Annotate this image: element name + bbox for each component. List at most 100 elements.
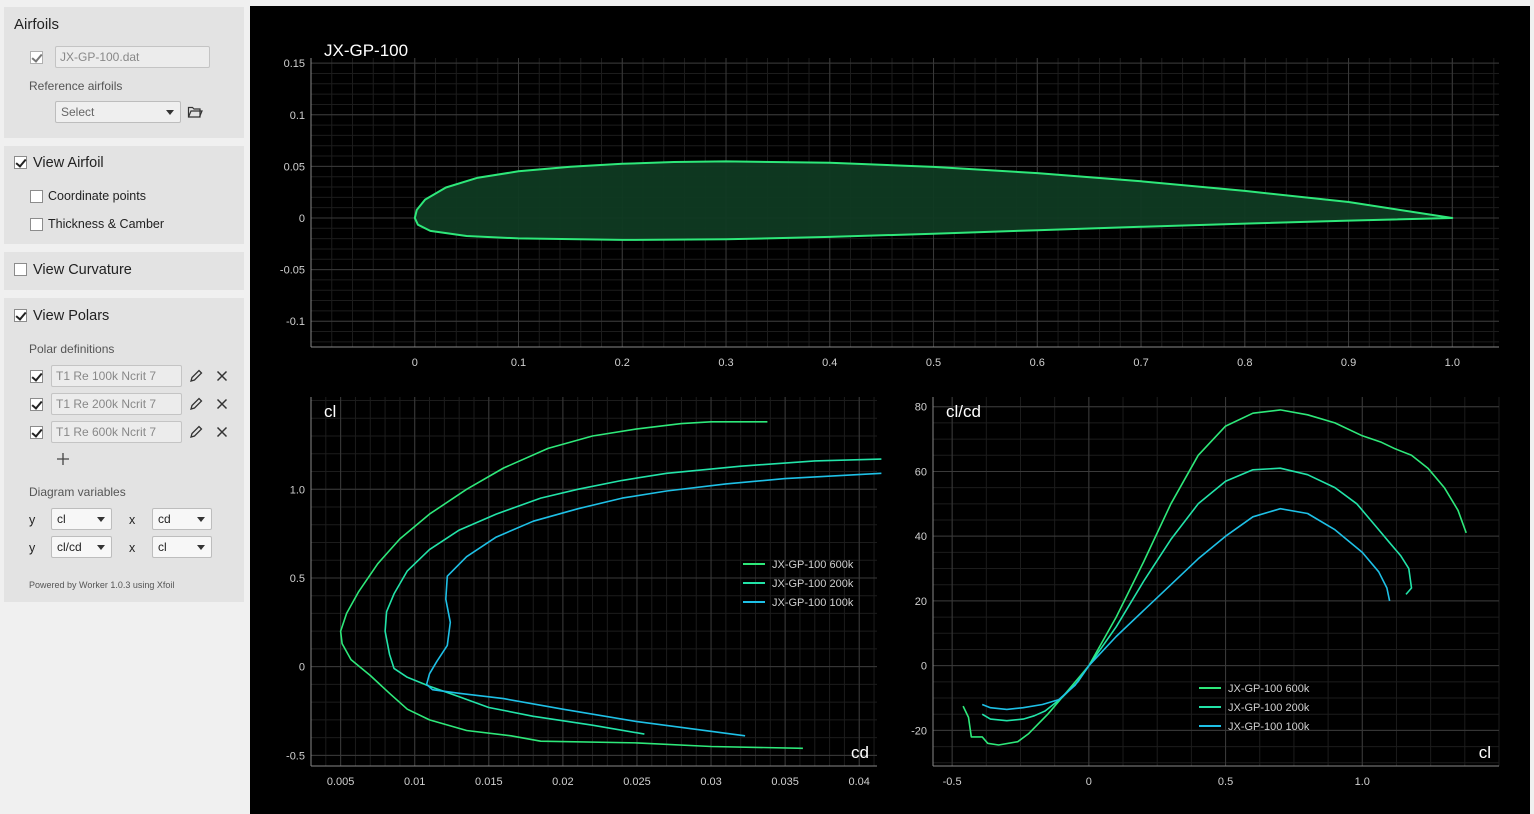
diagram2-y-select[interactable]: cl/cd	[51, 536, 112, 558]
y-tick-label: 0	[921, 661, 927, 673]
close-icon[interactable]	[214, 368, 230, 384]
view-polars-label: View Polars	[33, 308, 110, 324]
x-tick-label: 1.0	[1355, 776, 1370, 788]
chevron-down-icon	[166, 110, 174, 115]
chevron-down-icon	[197, 517, 205, 522]
polar-name-field[interactable]: T1 Re 100k Ncrit 7	[51, 365, 182, 387]
x-tick-label: 0.1	[511, 357, 526, 369]
y-tick-label: 80	[915, 402, 927, 414]
x-tick-label: 0.015	[475, 776, 503, 788]
y-tick-label: 1.0	[290, 484, 305, 496]
pencil-icon[interactable]	[188, 368, 204, 384]
series-line	[425, 472, 882, 737]
y-tick-label: 40	[915, 531, 927, 543]
chart-2: 0.005 0.01 0.015 0.02 0.025 0.03 0.035 0.04 -0.5…	[286, 397, 882, 788]
airfoil-outline	[413, 160, 1454, 241]
legend-label: JX-GP-100 200k	[772, 578, 854, 590]
view-curvature-panel: View Curvature	[4, 252, 244, 290]
airfoils-panel: Airfoils JX-GP-100.dat Reference airfoil…	[4, 7, 244, 138]
view-polars-checkbox[interactable]	[14, 309, 27, 322]
x-tick-label: 0.7	[1133, 357, 1148, 369]
polar-definitions-label: Polar definitions	[29, 342, 115, 356]
y-tick-label: 0	[299, 213, 305, 225]
diagram2-y-label: y	[29, 541, 36, 555]
diagram-canvas[interactable]: 0 0.1 0.2 0.3 0.4 0.5 0.6 0.7 0.8 0.9 1.0 -0.1 -0.05…	[250, 6, 1530, 814]
y-tick-label: 0.05	[284, 161, 305, 173]
powered-by-text: Powered by Worker 1.0.3 using Xfoil	[29, 580, 175, 590]
x-tick-label: 0	[1086, 776, 1092, 788]
y-tick-label: 0.15	[284, 58, 305, 70]
x-tick-label: 0.035	[771, 776, 799, 788]
x-tick-label: 0.9	[1341, 357, 1356, 369]
x-axis-label: cl	[1479, 743, 1491, 762]
y-tick-label: 0.1	[290, 110, 305, 122]
x-tick-label: 0.01	[404, 776, 425, 788]
view-curvature-label: View Curvature	[33, 262, 132, 278]
diagram1-x-select[interactable]: cd	[152, 508, 212, 530]
x-tick-label: 0.4	[822, 357, 837, 369]
series-line	[384, 458, 882, 735]
series-line	[981, 507, 1391, 711]
polar-name-field[interactable]: T1 Re 200k Ncrit 7	[51, 393, 182, 415]
y-tick-label: -20	[911, 725, 927, 737]
plus-icon[interactable]	[55, 451, 71, 467]
view-airfoil-panel: View Airfoil Coordinate points Thickness…	[4, 146, 244, 244]
legend: JX-GP-100 600k JX-GP-100 200k JX-GP-100 10…	[743, 559, 854, 609]
x-tick-label: 0.025	[623, 776, 651, 788]
airfoil-file-field[interactable]: JX-GP-100.dat	[55, 46, 210, 68]
y-tick-label: 0	[299, 662, 305, 674]
x-tick-label: 0.005	[327, 776, 355, 788]
polar-checkbox[interactable]	[30, 426, 43, 439]
x-tick-label: 0.3	[718, 357, 733, 369]
reference-airfoils-label: Reference airfoils	[29, 79, 123, 93]
x-tick-label: -0.5	[943, 776, 962, 788]
y-tick-label: 60	[915, 466, 927, 478]
polar-checkbox[interactable]	[30, 398, 43, 411]
diagram1-y-select[interactable]: cl	[51, 508, 112, 530]
diagram1-y-label: y	[29, 513, 36, 527]
view-curvature-checkbox[interactable]	[14, 263, 27, 276]
y-tick-label: -0.5	[286, 750, 305, 762]
thickness-camber-label: Thickness & Camber	[48, 217, 165, 231]
close-icon[interactable]	[214, 396, 230, 412]
pencil-icon[interactable]	[188, 424, 204, 440]
grid	[933, 397, 1500, 766]
coordinate-points-label: Coordinate points	[48, 189, 146, 203]
polar-name-field[interactable]: T1 Re 600k Ncrit 7	[51, 421, 182, 443]
pencil-icon[interactable]	[188, 396, 204, 412]
close-icon[interactable]	[214, 424, 230, 440]
x-tick-label: 0.8	[1237, 357, 1252, 369]
coordinate-points-checkbox[interactable]	[30, 190, 43, 203]
y-tick-label: 0.5	[290, 573, 305, 585]
diagram2-x-label: x	[129, 541, 136, 555]
diagram-area: 0 0.1 0.2 0.3 0.4 0.5 0.6 0.7 0.8 0.9 1.0 -0.1 -0.05…	[250, 6, 1530, 814]
reference-airfoils-select[interactable]: Select	[55, 101, 181, 123]
legend-label: JX-GP-100 100k	[772, 597, 854, 609]
chart-1: 0 0.1 0.2 0.3 0.4 0.5 0.6 0.7 0.8 0.9 1.0 -0.1 -0.05…	[280, 41, 1499, 369]
view-polars-panel: View Polars Polar definitions T1 Re 100k…	[4, 298, 244, 602]
diagram2-x-value: cl	[158, 540, 167, 554]
y-axis-label: cl/cd	[946, 402, 981, 421]
airfoil-file-checkbox[interactable]	[30, 51, 43, 64]
thickness-camber-checkbox[interactable]	[30, 218, 43, 231]
folder-open-icon[interactable]	[187, 104, 203, 120]
polar-checkbox[interactable]	[30, 370, 43, 383]
grid	[310, 397, 877, 766]
chevron-down-icon	[197, 545, 205, 550]
x-tick-label: 0.5	[1218, 776, 1233, 788]
view-airfoil-label: View Airfoil	[33, 155, 104, 171]
x-tick-label: 0.5	[926, 357, 941, 369]
chart-3: -0.5 0 0.5 1.0 -20 0 20 40 60 80 cl/cd cl JX-GP-100 …	[911, 397, 1500, 788]
y-tick-label: 20	[915, 596, 927, 608]
series-line	[981, 467, 1413, 722]
series-line	[339, 420, 803, 750]
diagram1-y-value: cl	[57, 512, 66, 526]
view-airfoil-checkbox[interactable]	[14, 156, 27, 169]
diagram1-x-value: cd	[158, 512, 171, 526]
reference-airfoils-select-value: Select	[61, 105, 95, 119]
y-tick-label: -0.1	[286, 316, 305, 328]
diagram2-x-select[interactable]: cl	[152, 536, 212, 558]
x-tick-label: 1.0	[1445, 357, 1460, 369]
x-tick-label: 0.6	[1030, 357, 1045, 369]
x-tick-label: 0.04	[849, 776, 870, 788]
